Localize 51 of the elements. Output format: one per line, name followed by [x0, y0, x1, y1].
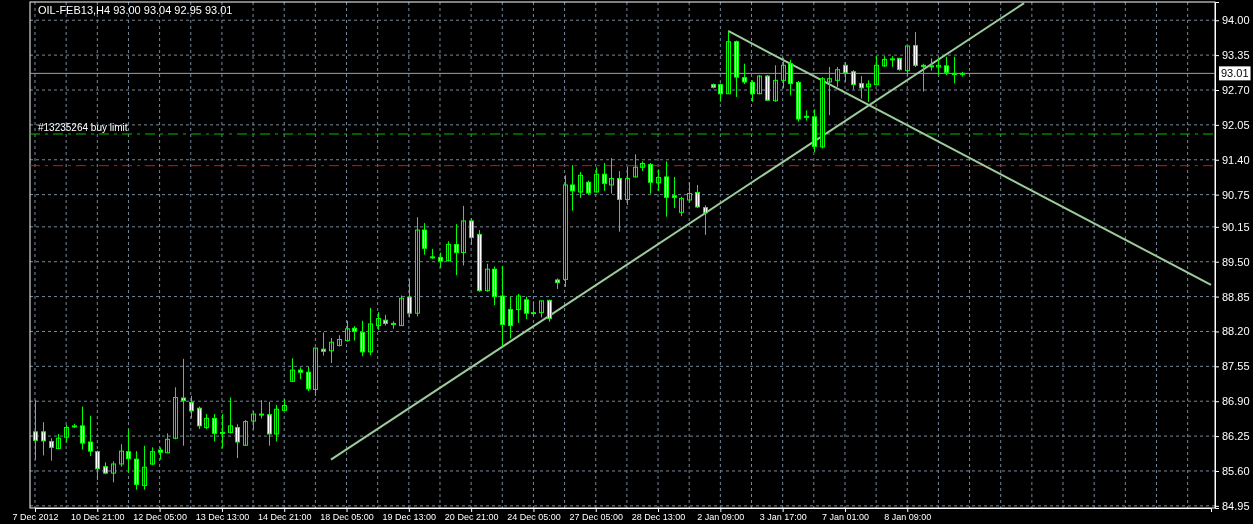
x-tick-label: 24 Dec 05:00 [507, 512, 561, 523]
x-tick-label: 7 Jan 01:00 [821, 512, 869, 523]
candlestick [430, 248, 435, 260]
y-tick-label: 89.50 [1222, 255, 1250, 268]
candlestick [259, 399, 264, 419]
candlestick [158, 446, 163, 461]
x-tick-label: 7 Dec 2012 [12, 512, 59, 523]
candlestick [929, 57, 934, 72]
y-tick-label: 94.00 [1222, 14, 1250, 27]
y-tick-label: 90.75 [1222, 188, 1250, 201]
x-tick-label: 27 Dec 05:00 [569, 512, 624, 523]
x-tick-label: 12 Dec 05:00 [133, 512, 187, 523]
candlestick [298, 366, 303, 380]
y-tick-label: 85.60 [1222, 465, 1250, 477]
x-tick-label: 10 Dec 21:00 [71, 512, 125, 523]
candlestick [742, 63, 747, 85]
candlestick [181, 358, 186, 447]
candlestick [827, 66, 832, 116]
y-tick-label: 88.20 [1222, 325, 1250, 338]
chart-title: OIL-FEB13,H4 93.00 93.04 92.95 93.01 [38, 4, 233, 16]
y-tick-label: 86.25 [1222, 430, 1250, 443]
x-tick-label: 14 Dec 21:00 [257, 512, 312, 523]
x-tick-label: 20 Dec 21:00 [444, 512, 499, 523]
x-tick-label: 3 Jan 17:00 [759, 512, 807, 523]
y-tick-label: 90.15 [1222, 220, 1250, 233]
y-tick-label: 93.35 [1222, 49, 1250, 62]
y-tick-label: 84.95 [1222, 499, 1250, 512]
candlestick [555, 277, 560, 290]
ref-line-label: 93.01 [1221, 67, 1249, 80]
x-tick-label: 2 Jan 09:00 [697, 512, 745, 523]
candlestick [672, 176, 677, 209]
y-tick-label: 86.90 [1222, 395, 1250, 408]
x-tick-label: 8 Jan 09:00 [884, 512, 932, 523]
candlestick [890, 55, 895, 68]
x-tick-label: 28 Dec 13:00 [631, 512, 686, 523]
candlestick [570, 164, 575, 212]
candlestick [703, 204, 708, 236]
y-tick-label: 91.40 [1222, 153, 1250, 166]
x-tick-label: 18 Dec 05:00 [320, 512, 374, 523]
candlestick [859, 75, 864, 100]
x-tick-label: 19 Dec 13:00 [382, 512, 437, 523]
candlestick [72, 423, 77, 429]
candlestick [936, 57, 941, 76]
ref-line-label: #13235264 buy limit [38, 122, 128, 133]
x-tick-label: 13 Dec 13:00 [195, 512, 250, 523]
candlestick [866, 79, 871, 103]
candlestick [251, 410, 256, 431]
y-tick-label: 88.85 [1222, 290, 1250, 303]
y-tick-label: 92.05 [1222, 118, 1250, 131]
y-tick-label: 87.55 [1222, 360, 1250, 373]
y-tick-label: 92.70 [1222, 84, 1250, 97]
